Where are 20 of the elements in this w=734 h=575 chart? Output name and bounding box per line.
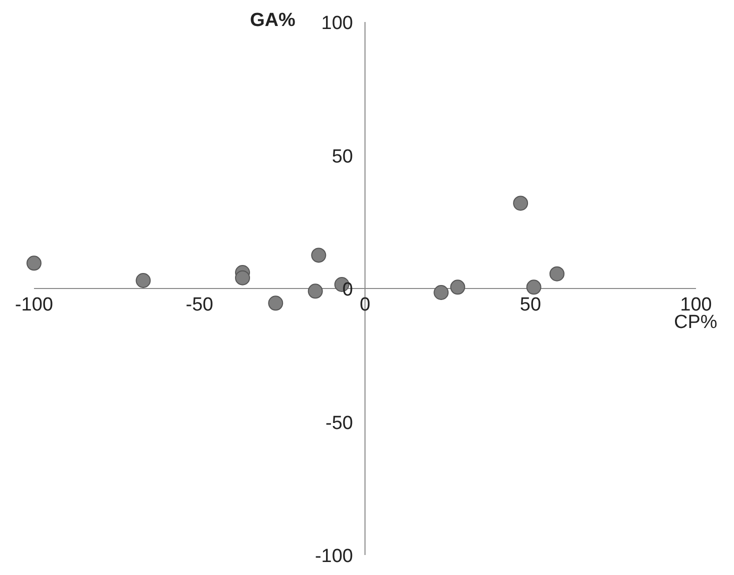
point	[513, 196, 528, 211]
point	[526, 280, 542, 295]
x-tick-label: 0	[360, 294, 370, 316]
x-tick-label: -100	[14, 294, 54, 316]
point	[26, 256, 42, 271]
x-tick-label: 50	[520, 294, 542, 316]
point	[235, 270, 250, 286]
y-tick-label: -100	[314, 546, 353, 567]
point	[136, 273, 151, 288]
y-tick-label: -50	[326, 412, 353, 434]
y-tick-label: 100	[321, 13, 353, 34]
x-tick-label: -50	[186, 294, 214, 316]
point	[311, 248, 326, 263]
point	[549, 266, 564, 282]
y-tick-label: 50	[332, 146, 353, 168]
point	[450, 280, 466, 295]
point	[434, 284, 449, 300]
point	[268, 296, 284, 311]
point	[308, 284, 323, 299]
y-axis-title: GA%	[250, 10, 296, 32]
